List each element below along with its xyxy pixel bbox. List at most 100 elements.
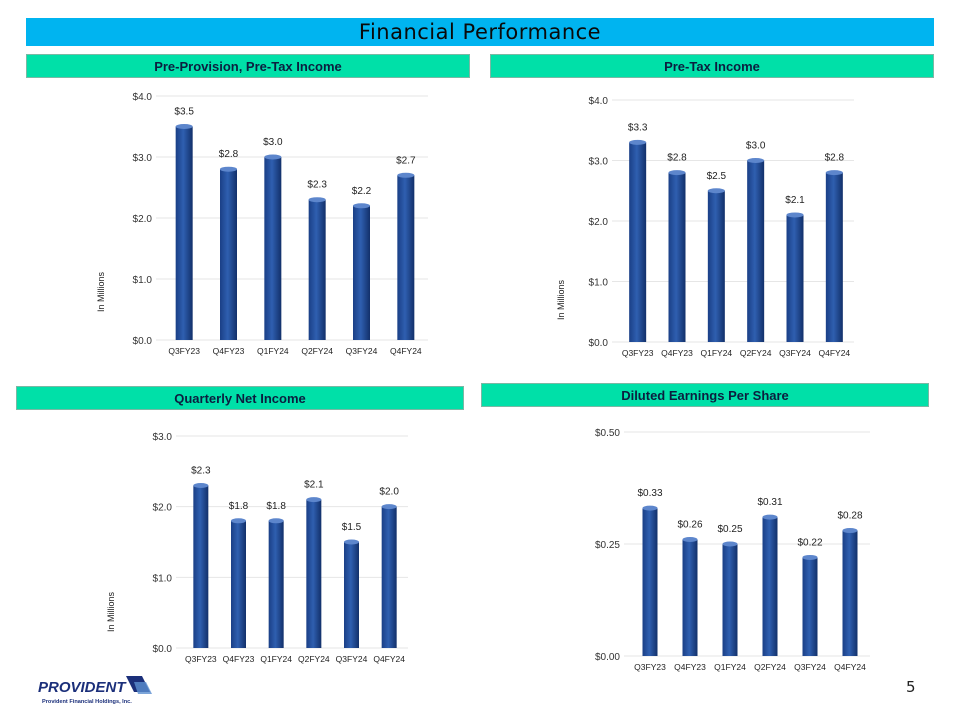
y-tick-label: $1.0 xyxy=(133,275,153,286)
x-tick-label: Q4FY24 xyxy=(373,654,405,664)
data-label: $2.2 xyxy=(352,186,372,197)
x-tick-label: Q3FY24 xyxy=(336,654,368,664)
x-tick-label: Q4FY24 xyxy=(834,662,866,672)
bar-cap xyxy=(397,172,415,178)
bar xyxy=(825,172,843,342)
x-tick-label: Q1FY24 xyxy=(701,348,733,358)
x-tick-label: Q1FY24 xyxy=(260,654,292,664)
net-income-chart: $0.0 $1.0 $2.0 $3.0 In Millions $2.3 Q3FY23 $1.… xyxy=(106,432,408,664)
x-tick-label: Q3FY23 xyxy=(622,348,654,358)
bar-cap xyxy=(344,539,359,545)
y-tick-label: $0.0 xyxy=(133,336,153,347)
bar-cap xyxy=(642,505,658,511)
bar xyxy=(308,199,326,340)
data-label: $1.8 xyxy=(229,501,249,512)
bar xyxy=(381,506,397,648)
data-label: $3.0 xyxy=(263,137,283,148)
y-axis-title: In Millions xyxy=(106,591,116,632)
data-label: $3.0 xyxy=(746,141,766,152)
bar xyxy=(786,214,804,342)
data-label: $0.28 xyxy=(837,511,862,522)
bar-cap xyxy=(353,203,370,209)
x-tick-label: Q3FY24 xyxy=(794,662,826,672)
data-label: $0.31 xyxy=(757,497,782,508)
provident-logo: PROVIDENT Provident Financial Holdings, … xyxy=(38,676,152,705)
x-tick-label: Q4FY24 xyxy=(390,346,422,356)
bar-cap xyxy=(381,504,397,510)
bar-cap xyxy=(842,528,858,534)
y-axis-title: In Millions xyxy=(96,271,106,312)
page-number: 5 xyxy=(906,678,916,696)
y-tick-label: $3.0 xyxy=(153,432,173,443)
y-tick-label: $0.50 xyxy=(595,428,620,439)
x-tick-label: Q4FY23 xyxy=(213,346,245,356)
y-tick-label: $2.0 xyxy=(153,503,173,514)
bar xyxy=(264,157,282,340)
logo-subtitle-text: Provident Financial Holdings, Inc. xyxy=(42,699,132,705)
bar-cap xyxy=(707,188,725,194)
x-tick-label: Q1FY24 xyxy=(714,662,746,672)
bar xyxy=(668,172,686,342)
pretax-income-chart: $0.0 $1.0 $2.0 $3.0 $4.0 In Millions $3.3 Q3FY2… xyxy=(556,96,854,358)
x-tick-label: Q4FY23 xyxy=(674,662,706,672)
data-label: $2.3 xyxy=(191,465,211,476)
bar xyxy=(642,508,658,656)
bar xyxy=(722,544,738,656)
data-label: $2.5 xyxy=(707,171,727,182)
y-tick-label: $4.0 xyxy=(589,96,609,107)
bar xyxy=(747,160,765,342)
y-tick-label: $0.00 xyxy=(595,652,620,663)
chart-title-pre-provision: Pre-Provision, Pre-Tax Income xyxy=(26,54,470,78)
bar-cap xyxy=(722,541,738,547)
x-tick-label: Q4FY23 xyxy=(223,654,255,664)
bar-cap xyxy=(682,537,698,543)
y-tick-label: $2.0 xyxy=(133,214,153,225)
eps-chart: $0.00 $0.25 $0.50 $0.33 Q3FY23 $0.26 Q4FY23 $0.… xyxy=(595,428,870,672)
data-label: $2.3 xyxy=(307,180,327,191)
x-tick-label: Q3FY24 xyxy=(779,348,811,358)
bar xyxy=(397,175,415,340)
bar xyxy=(231,520,246,648)
data-label: $2.7 xyxy=(396,155,416,166)
bar xyxy=(344,542,359,648)
y-tick-label: $4.0 xyxy=(133,92,153,103)
bar-cap xyxy=(308,197,326,203)
y-tick-label: $0.0 xyxy=(153,644,173,655)
bar-cap xyxy=(220,166,237,172)
y-axis-title: In Millions xyxy=(556,279,566,320)
x-tick-label: Q3FY23 xyxy=(168,346,200,356)
bar-cap xyxy=(231,518,246,524)
x-tick-label: Q2FY24 xyxy=(298,654,330,664)
data-label: $1.8 xyxy=(266,501,286,512)
bar xyxy=(842,530,858,656)
data-label: $0.25 xyxy=(717,524,742,535)
bar-cap xyxy=(747,158,765,163)
bar-cap xyxy=(264,154,282,160)
bar xyxy=(268,520,284,648)
x-tick-label: Q2FY24 xyxy=(301,346,333,356)
x-tick-label: Q4FY24 xyxy=(819,348,851,358)
bar xyxy=(682,539,698,656)
bar-cap xyxy=(268,518,284,524)
data-label: $1.5 xyxy=(342,522,362,533)
bar-cap xyxy=(306,497,322,503)
x-tick-label: Q2FY24 xyxy=(740,348,772,358)
bar xyxy=(175,126,193,340)
y-tick-label: $2.0 xyxy=(589,217,609,228)
bar xyxy=(353,205,370,340)
data-label: $2.8 xyxy=(219,149,239,160)
slide-title: Financial Performance xyxy=(26,18,934,46)
chart-title-net-income: Quarterly Net Income xyxy=(16,386,464,410)
y-tick-label: $0.0 xyxy=(589,338,609,349)
data-label: $2.1 xyxy=(785,195,805,206)
x-tick-label: Q4FY23 xyxy=(661,348,693,358)
bar xyxy=(802,557,818,656)
chart-title-eps: Diluted Earnings Per Share xyxy=(481,383,929,407)
data-label: $3.5 xyxy=(174,107,194,118)
logo-star-shape-light xyxy=(134,682,152,694)
y-tick-label: $3.0 xyxy=(133,153,153,164)
bar xyxy=(306,499,322,648)
y-tick-label: $1.0 xyxy=(589,278,609,289)
data-label: $2.1 xyxy=(304,480,324,491)
bar-cap xyxy=(825,170,843,176)
